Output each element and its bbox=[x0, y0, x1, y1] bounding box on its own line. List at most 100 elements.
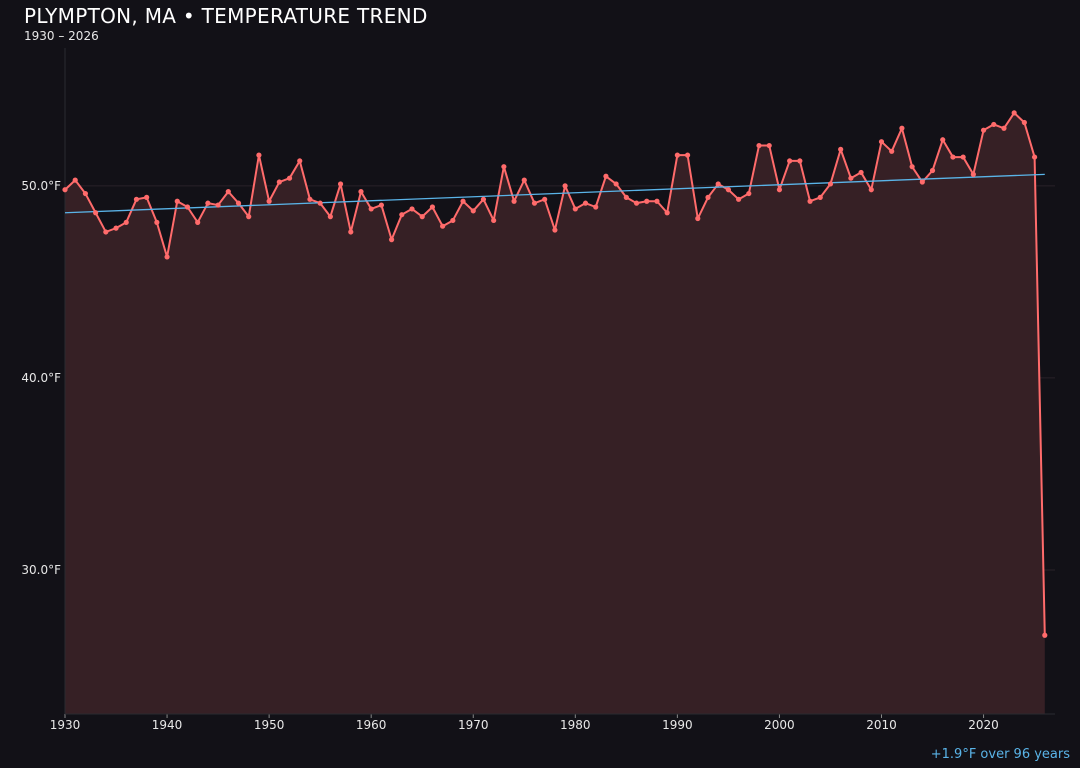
data-point bbox=[960, 154, 966, 160]
data-point bbox=[429, 204, 436, 210]
data-point bbox=[266, 198, 272, 204]
data-point bbox=[633, 200, 640, 206]
data-point bbox=[858, 169, 864, 176]
data-point bbox=[205, 200, 211, 206]
data-point bbox=[388, 237, 395, 243]
data-point bbox=[1042, 632, 1048, 638]
data-point bbox=[113, 225, 119, 231]
data-point bbox=[674, 152, 680, 158]
data-point bbox=[654, 198, 660, 204]
data-point bbox=[776, 187, 783, 193]
data-point bbox=[1021, 119, 1027, 126]
x-tick-label: 1990 bbox=[662, 718, 693, 732]
data-point bbox=[72, 177, 78, 183]
y-tick-label: 30.0°F bbox=[21, 563, 61, 577]
x-tick-label: 1970 bbox=[458, 718, 489, 732]
data-point bbox=[82, 190, 89, 197]
data-point bbox=[940, 137, 946, 143]
data-point bbox=[378, 202, 384, 208]
data-point bbox=[817, 194, 823, 200]
data-point bbox=[317, 200, 323, 206]
data-point bbox=[184, 204, 191, 210]
data-point bbox=[1031, 154, 1038, 160]
data-point bbox=[582, 200, 589, 206]
data-point bbox=[511, 198, 517, 204]
data-point bbox=[491, 217, 497, 224]
area-fill bbox=[65, 112, 1045, 715]
data-point bbox=[746, 190, 752, 197]
data-point bbox=[838, 146, 844, 152]
data-point bbox=[623, 194, 629, 200]
data-point bbox=[164, 254, 170, 260]
x-tick-label: 2020 bbox=[968, 718, 999, 732]
x-tick-label: 1930 bbox=[50, 718, 81, 732]
data-point bbox=[103, 229, 109, 235]
data-point bbox=[133, 196, 140, 202]
x-tick-label: 1980 bbox=[560, 718, 591, 732]
data-point bbox=[531, 200, 538, 206]
data-point bbox=[368, 206, 374, 212]
data-point bbox=[225, 189, 231, 195]
data-point bbox=[756, 142, 762, 149]
data-point bbox=[246, 214, 252, 220]
data-point bbox=[542, 196, 548, 202]
data-point bbox=[899, 125, 905, 131]
y-tick-label: 40.0°F bbox=[21, 371, 61, 385]
data-point bbox=[450, 217, 456, 224]
data-point bbox=[348, 229, 354, 235]
x-tick-label: 1950 bbox=[254, 718, 285, 732]
chart-subtitle: 1930 – 2026 bbox=[24, 29, 99, 43]
data-point bbox=[1001, 125, 1007, 131]
data-point bbox=[235, 200, 242, 206]
data-point bbox=[358, 189, 364, 195]
data-point bbox=[409, 206, 415, 212]
data-point bbox=[613, 181, 619, 187]
data-point bbox=[603, 173, 609, 179]
data-point bbox=[664, 210, 670, 216]
data-point bbox=[62, 187, 68, 193]
data-point bbox=[1011, 110, 1017, 116]
data-point bbox=[480, 196, 487, 202]
data-point bbox=[154, 219, 160, 225]
data-point bbox=[297, 158, 303, 164]
data-point bbox=[501, 164, 507, 170]
data-point bbox=[327, 214, 333, 220]
data-point bbox=[970, 171, 976, 177]
data-point bbox=[827, 181, 834, 187]
data-point bbox=[460, 198, 466, 204]
y-tick-label: 50.0°F bbox=[21, 179, 61, 193]
data-point bbox=[950, 154, 956, 160]
data-point bbox=[286, 175, 293, 181]
data-point bbox=[276, 179, 282, 185]
data-point bbox=[195, 219, 201, 225]
data-point bbox=[644, 198, 650, 204]
chart-title: PLYMPTON, MA • TEMPERATURE TREND bbox=[24, 4, 428, 28]
data-point bbox=[123, 219, 129, 225]
data-point bbox=[909, 164, 915, 170]
data-point bbox=[889, 148, 895, 154]
data-point bbox=[256, 152, 262, 158]
data-point bbox=[552, 227, 558, 233]
data-point bbox=[562, 183, 568, 189]
data-point bbox=[980, 127, 987, 133]
data-point bbox=[848, 175, 854, 181]
data-point bbox=[797, 158, 803, 164]
trend-annotation: +1.9°F over 96 years bbox=[930, 747, 1070, 762]
x-tick-label: 2000 bbox=[764, 718, 795, 732]
data-point bbox=[174, 198, 180, 204]
data-point bbox=[684, 152, 691, 158]
data-point bbox=[929, 167, 936, 174]
data-point bbox=[144, 194, 150, 200]
data-point bbox=[572, 206, 578, 212]
trend-line bbox=[64, 173, 1045, 214]
data-point bbox=[878, 139, 885, 145]
x-tick-label: 1940 bbox=[152, 718, 183, 732]
data-point bbox=[521, 177, 527, 183]
data-point bbox=[399, 212, 405, 218]
data-point bbox=[215, 202, 221, 208]
data-point bbox=[593, 204, 599, 210]
data-point bbox=[695, 215, 701, 222]
data-point bbox=[93, 210, 99, 216]
data-point bbox=[307, 196, 313, 202]
